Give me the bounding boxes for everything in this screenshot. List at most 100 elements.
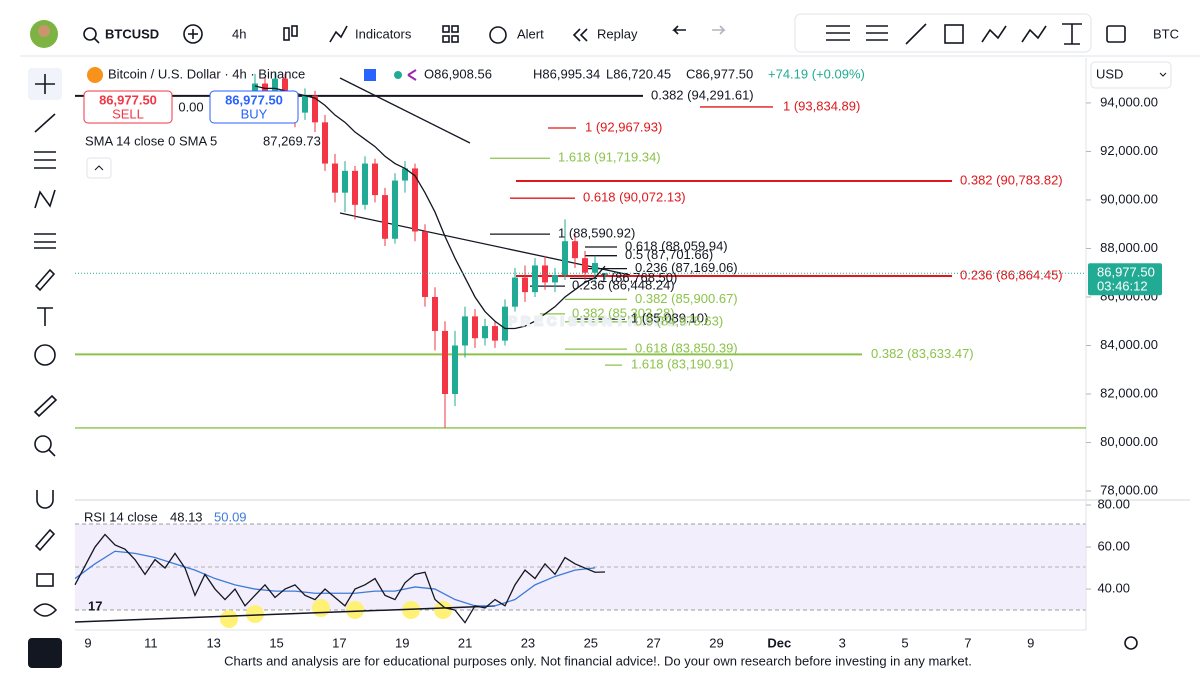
fib-label: 0.382 (85,900.67) <box>635 291 738 306</box>
fib-label: 0.236 (86,864.45) <box>960 267 1063 282</box>
layout-toggle[interactable] <box>1106 25 1126 43</box>
symbol: BTCUSD <box>105 26 159 41</box>
countdown: 03:46:12 <box>1097 279 1148 294</box>
collapse-icon <box>94 165 104 171</box>
ohlc-close: C86,977.50 <box>686 66 753 81</box>
share <box>407 69 417 81</box>
alert-label: Alert <box>517 26 544 41</box>
fib-label: 0.618 (83,850.39) <box>635 341 738 356</box>
rsi-title: RSI 14 close <box>84 509 158 524</box>
disclaimer: Charts and analysis are for educational … <box>224 653 972 668</box>
rsi-tick-label: 40.00 <box>1097 580 1130 595</box>
ohlc-high: H86,995.34 <box>533 66 600 81</box>
fib-label: 1 (86,768.50) <box>600 270 677 285</box>
sell-price: 86,977.50 <box>99 92 157 107</box>
fib-label: 0.236 (86,448.24) <box>572 278 675 293</box>
candle-body <box>522 277 528 293</box>
price-badge-value: 86,977.50 <box>1097 265 1155 280</box>
rsi-trendline <box>74 605 496 623</box>
buy-button[interactable] <box>209 90 299 124</box>
fib-label: 0.5 (84,975.63) <box>635 313 723 328</box>
x-tick-label: 13 <box>206 635 220 650</box>
candle-body <box>572 241 578 259</box>
interval[interactable]: 4h <box>232 26 246 41</box>
watermark: PRECISIONTRADE3 <box>508 313 692 328</box>
left-toolbar[interactable] <box>28 68 62 668</box>
candle-body <box>342 170 348 193</box>
candle-body <box>552 275 558 283</box>
candle-body <box>602 273 608 275</box>
fib-label: 1 (92,967.93) <box>585 119 662 134</box>
symbol-button[interactable]: BTCUSD <box>83 26 159 44</box>
fib-label: 1.618 (83,190.91) <box>631 357 734 372</box>
ohlc-change: +74.19 (+0.09%) <box>768 66 865 81</box>
x-tick-label: 23 <box>521 635 535 650</box>
fib-label: 0.618 (90,072.13) <box>583 190 686 205</box>
right-symbol[interactable]: BTC <box>1153 26 1179 41</box>
candle-body <box>302 95 308 113</box>
fib-label: 1 (88,590.92) <box>558 226 635 241</box>
candle-body <box>412 168 418 232</box>
x-tick-label: Dec <box>767 635 791 650</box>
fib-label: 0.382 (85,303.28) <box>572 305 675 320</box>
x-tick-label: 7 <box>964 635 971 650</box>
x-tick-label: 9 <box>84 635 91 650</box>
candle-body <box>442 330 448 395</box>
layouts[interactable] <box>442 25 459 43</box>
fib-label: 0.382 (90,783.82) <box>960 172 1063 187</box>
flag <box>364 69 376 81</box>
sma-line <box>254 85 606 330</box>
fib-label: 1 (93,834.89) <box>783 98 860 113</box>
status <box>394 71 402 79</box>
x-tick-label: 15 <box>269 635 283 650</box>
candle-body <box>252 83 258 94</box>
x-tick-label: 27 <box>646 635 660 650</box>
replay-button[interactable]: Replay <box>572 26 638 42</box>
rsi-ma-line <box>74 550 596 607</box>
y-tick-label: 80,000.00 <box>1100 434 1158 449</box>
tv-logo: 17 <box>88 598 102 613</box>
y-tick-label: 90,000.00 <box>1100 191 1158 206</box>
candle-body <box>382 195 388 239</box>
alert-button[interactable]: Alert <box>489 26 544 44</box>
fib-label: 0.236 (87,169.06) <box>635 260 738 275</box>
candle-body <box>582 258 588 273</box>
fib-label: 1 (85,089.10) <box>631 311 708 326</box>
sell-label: SELL <box>112 106 144 121</box>
candle-body <box>532 265 538 293</box>
trendline <box>339 77 471 144</box>
rsi-value: 48.13 <box>170 509 203 524</box>
indicators-button[interactable]: Indicators <box>329 25 412 43</box>
candle-body <box>592 263 598 273</box>
ohlc-open: O86,908.56 <box>424 66 492 81</box>
collapse[interactable] <box>86 157 112 179</box>
candle-body <box>512 277 518 307</box>
x-tick-label: 9 <box>1027 635 1034 650</box>
candle-body <box>332 163 338 193</box>
fib-label: 0.382 (94,291.61) <box>651 87 754 102</box>
spread: 0.00 <box>178 99 203 114</box>
fib-label: 0.618 (88,059.94) <box>625 238 728 253</box>
replay-label: Replay <box>597 26 638 41</box>
drawing-tools[interactable] <box>826 23 1082 45</box>
redo[interactable] <box>712 25 726 35</box>
y-tick-label: 78,000.00 <box>1100 482 1158 497</box>
x-tick-label: 11 <box>144 635 158 650</box>
y-tick-label: 84,000.00 <box>1100 337 1158 352</box>
candle-body <box>462 316 468 346</box>
sell-button[interactable] <box>83 90 173 124</box>
trendline <box>339 212 631 276</box>
x-tick-label: 5 <box>901 635 908 650</box>
currency-select[interactable] <box>1090 61 1172 89</box>
fib-label: 0.5 (87,701.66) <box>625 247 713 262</box>
candle-body <box>402 168 408 181</box>
settings[interactable] <box>1124 636 1138 650</box>
undo[interactable] <box>672 25 686 35</box>
candle-body <box>482 326 488 339</box>
x-tick-label: 17 <box>332 635 346 650</box>
chart-type[interactable] <box>283 25 298 41</box>
y-tick-label: 82,000.00 <box>1100 385 1158 400</box>
add-symbol[interactable] <box>183 24 203 44</box>
